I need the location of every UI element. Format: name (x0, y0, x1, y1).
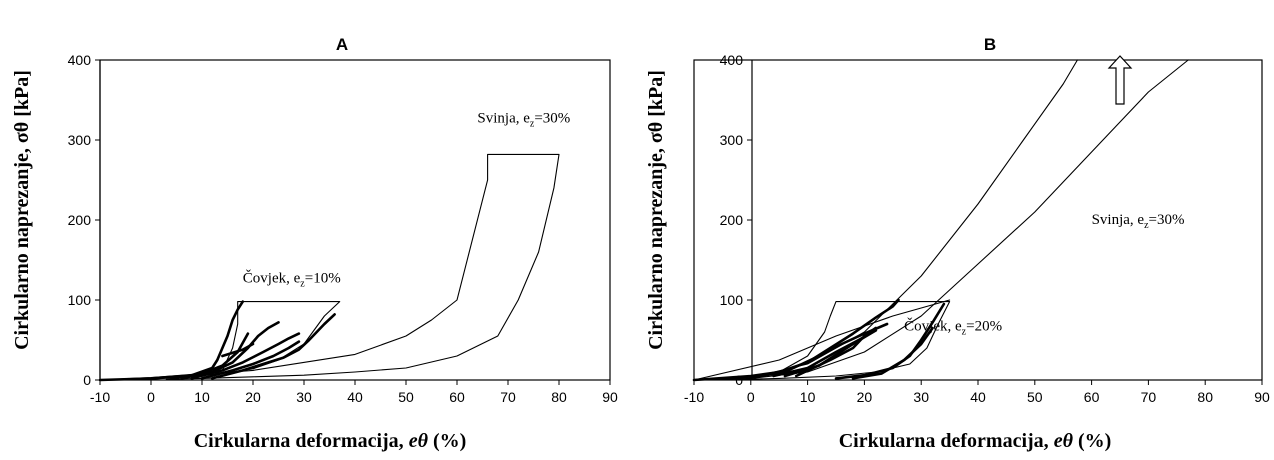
series-line (190, 332, 301, 380)
x-tick-label: -10 (90, 389, 110, 405)
y-tick-label: 0 (83, 372, 91, 388)
x-tick-label: 30 (913, 389, 929, 405)
x-axis-label: Cirkularna deformacija, eθ (%) (194, 430, 467, 452)
up-arrow-icon (1107, 55, 1133, 105)
x-tick-label: 70 (1141, 389, 1157, 405)
series-line (693, 299, 951, 381)
x-tick-label: 0 (147, 389, 155, 405)
x-tick-label: 20 (245, 389, 261, 405)
series-line (692, 298, 900, 382)
x-axis-label: Cirkularna deformacija, eθ (%) (839, 430, 1112, 452)
y-tick-label: 400 (68, 52, 92, 68)
x-tick-label: 10 (800, 389, 816, 405)
x-tick-label: 70 (500, 389, 516, 405)
series-line (721, 301, 951, 381)
chart-panel-b: -10 0 10 20 30 40 50 60 70 80 900100200300400BCirk… (645, 35, 1270, 452)
series-line (794, 326, 878, 378)
chart-title: B (984, 35, 996, 54)
y-tick-label: 400 (720, 52, 744, 68)
series-annotation: Svinja, ez=30% (1092, 212, 1185, 231)
x-tick-label: 50 (398, 389, 414, 405)
series-line (98, 300, 245, 382)
series-annotation: Čovjek, ez=10% (243, 269, 341, 289)
chart-panel-a: -10 0 10 20 30 40 50 60 70 80 900100200300400ACirk… (11, 35, 618, 452)
x-tick-label: -10 (684, 389, 704, 405)
x-tick-label: 40 (970, 389, 986, 405)
x-tick-label: 50 (1027, 389, 1043, 405)
plot-frame (99, 59, 611, 381)
x-tick-label: 20 (857, 389, 873, 405)
x-tick-label: 80 (1197, 389, 1213, 405)
series-annotation: Svinja, ez=30% (477, 110, 570, 129)
chart-title: A (336, 35, 348, 54)
series-line (200, 340, 301, 380)
series-line (851, 326, 934, 380)
x-tick-label: 60 (1084, 389, 1100, 405)
y-tick-label: 100 (720, 292, 744, 308)
series-annotation: Čovjek, ez=20% (904, 317, 1002, 337)
y-tick-label: 300 (68, 132, 92, 148)
y-tick-label: 100 (68, 292, 92, 308)
y-tick-label: 200 (68, 212, 92, 228)
x-tick-label: 90 (1254, 389, 1270, 405)
y-tick-label: 300 (720, 132, 744, 148)
x-tick-label: 80 (551, 389, 567, 405)
x-tick-label: 90 (602, 389, 618, 405)
series-line (221, 342, 255, 358)
x-tick-label: 0 (747, 389, 755, 405)
x-tick-label: 10 (194, 389, 210, 405)
y-axis-label: Cirkularno naprezanje, σθ [kPa] (645, 70, 667, 350)
series-line (210, 313, 336, 380)
x-tick-label: 30 (296, 389, 312, 405)
y-axis-label: Cirkularno naprezanje, σθ [kPa] (11, 70, 33, 350)
x-tick-label: 40 (347, 389, 363, 405)
x-tick-label: 60 (449, 389, 465, 405)
series-line (99, 153, 560, 381)
y-tick-label: 200 (720, 212, 744, 228)
